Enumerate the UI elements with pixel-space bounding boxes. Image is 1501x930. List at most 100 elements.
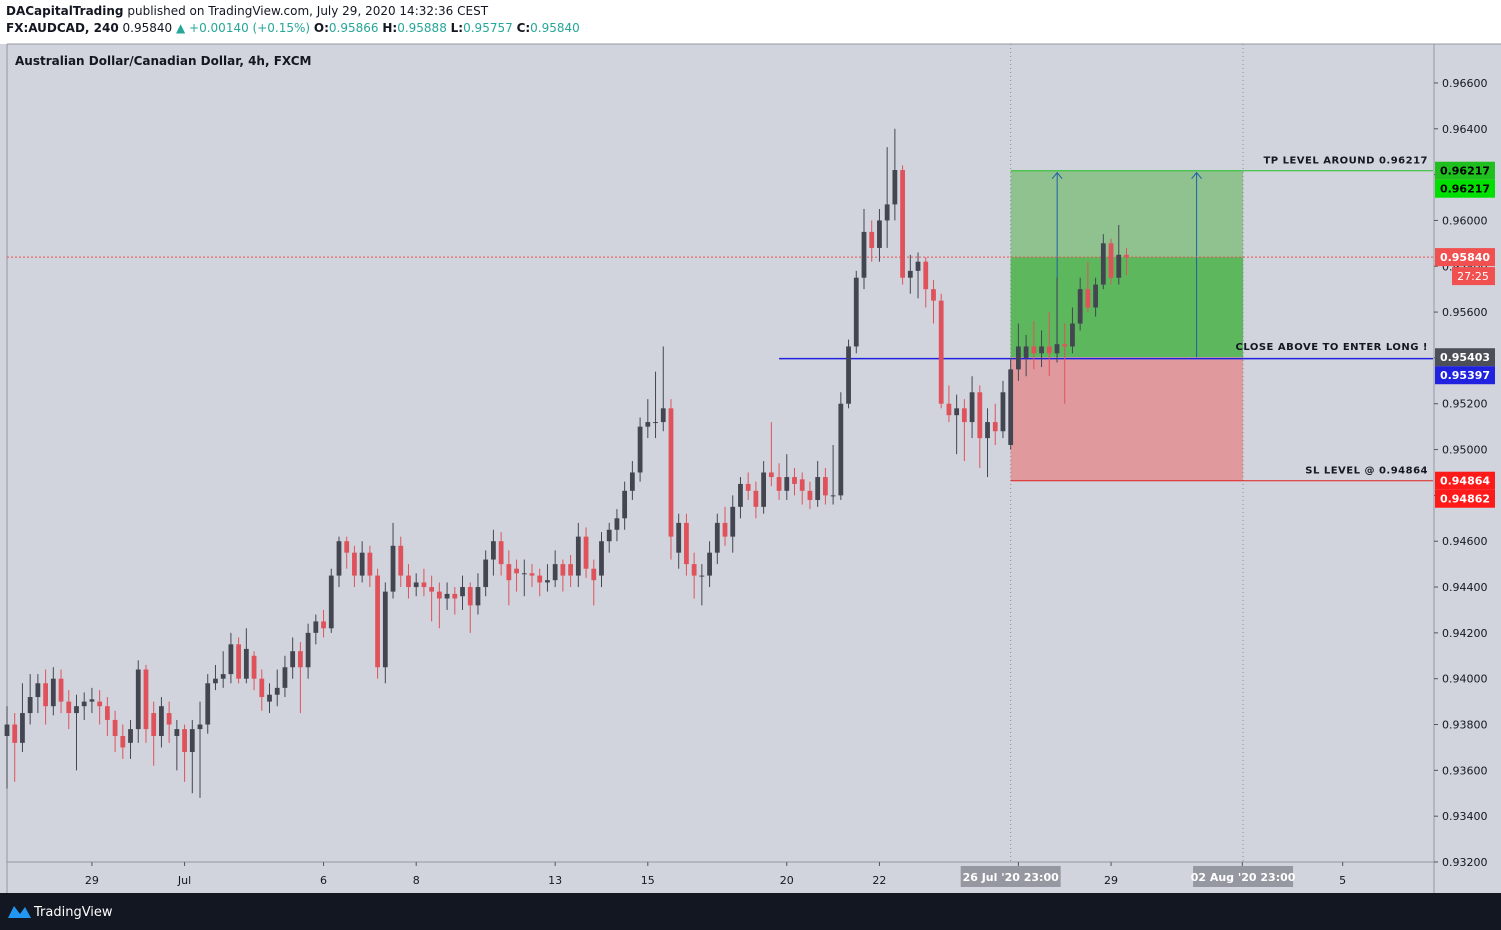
h-label: H: <box>382 21 398 35</box>
candle-body <box>97 701 103 707</box>
candle-body <box>568 564 573 576</box>
candle-body <box>637 426 643 473</box>
candle-body <box>583 536 589 569</box>
candle-body <box>869 231 875 248</box>
ohlc-line: FX:AUDCAD, 240 0.95840 ▲ +0.00140 (+0.15… <box>6 21 580 35</box>
candle-body <box>830 495 836 497</box>
candle-body <box>174 729 180 736</box>
price-label: 0.95403 <box>1440 351 1490 364</box>
candle-body <box>1031 346 1037 354</box>
candle-body <box>1093 284 1099 308</box>
y-tick-label: 0.93600 <box>1442 764 1488 777</box>
candle-body <box>452 593 458 599</box>
measure-arrow-head <box>1191 171 1202 180</box>
candle-body <box>645 422 651 427</box>
price-label: 0.95397 <box>1440 369 1490 382</box>
x-tick-label: 20 <box>780 874 794 887</box>
footer-brand: TradingView <box>33 905 113 920</box>
candle-body <box>27 697 33 714</box>
y-tick-label: 0.94600 <box>1442 535 1488 548</box>
candle-body <box>282 667 288 688</box>
candle-body <box>367 552 373 576</box>
symbol: FX:AUDCAD, 240 <box>6 21 119 35</box>
chart-title: Australian Dollar/Canadian Dollar, 4h, F… <box>15 54 311 68</box>
candle-body <box>406 575 411 588</box>
measure-arrow-head <box>1051 171 1063 180</box>
candle-body <box>135 669 141 730</box>
chart-bg <box>0 44 1501 893</box>
price-label: 0.96217 <box>1440 183 1490 196</box>
candle-body <box>491 541 496 560</box>
candle-body <box>236 644 242 679</box>
x-tick-label: 13 <box>548 874 562 887</box>
candle-body <box>691 564 697 576</box>
candle-body <box>429 587 435 592</box>
candle-body <box>807 490 813 500</box>
candle-body <box>575 536 581 576</box>
candle-body <box>375 575 380 668</box>
candle-body <box>205 683 211 725</box>
candle-body <box>328 575 334 629</box>
candle-body <box>1070 323 1075 347</box>
candle-body <box>668 408 674 537</box>
change: ▲ +0.00140 (+0.15%) <box>176 21 311 35</box>
y-tick-label: 0.95000 <box>1442 444 1488 457</box>
y-tick-label: 0.94000 <box>1442 673 1488 686</box>
price-label: 0.94862 <box>1440 493 1490 506</box>
candle-body <box>197 724 203 730</box>
candle-body <box>753 490 759 507</box>
level-note: CLOSE ABOVE TO ENTER LONG ! <box>1236 342 1429 353</box>
candle-body <box>552 564 558 581</box>
candle-body <box>1000 392 1006 432</box>
candle-body <box>104 706 110 720</box>
candle-body <box>915 261 921 271</box>
candle-body <box>954 408 960 416</box>
candle-body <box>784 477 790 491</box>
candle-body <box>846 346 851 404</box>
candle-body <box>213 678 218 684</box>
last: 0.95840 <box>122 21 173 35</box>
candle-body <box>321 621 326 629</box>
candle-body <box>1116 254 1122 278</box>
y-tick-label: 0.94400 <box>1442 581 1488 594</box>
candle-body <box>977 392 983 439</box>
range-date-label: 26 Jul '20 23:00 <box>963 871 1060 884</box>
y-tick-label: 0.95600 <box>1442 306 1488 319</box>
candle-body <box>560 564 566 576</box>
candle-body <box>738 483 743 507</box>
candle-body <box>421 582 427 588</box>
range-date-box <box>1193 866 1294 887</box>
candle-body <box>1108 243 1114 278</box>
y-tick-label: 0.93800 <box>1442 719 1488 732</box>
candle-body <box>159 706 164 736</box>
candle-body <box>290 651 296 668</box>
candle-body <box>529 573 535 576</box>
candle-body <box>58 678 64 702</box>
x-tick-label: 6 <box>320 874 327 887</box>
candle-body <box>1016 346 1021 370</box>
candle-body <box>931 289 936 301</box>
candle-body <box>35 683 41 698</box>
candle-body <box>189 729 195 753</box>
candle-body <box>297 651 303 668</box>
candle-body <box>483 559 489 588</box>
y-tick-label: 0.96600 <box>1442 77 1488 90</box>
candle-body <box>444 593 450 599</box>
x-tick-label: 15 <box>641 874 655 887</box>
price-label-box <box>1435 348 1495 367</box>
l: 0.95757 <box>463 21 513 35</box>
candle-body <box>776 477 782 491</box>
candle-body <box>313 621 319 633</box>
candle-body <box>498 541 504 565</box>
l-label: L: <box>450 21 464 35</box>
candle-body <box>969 392 975 423</box>
candle-body <box>251 655 257 679</box>
candle-body <box>50 678 56 707</box>
candle-body <box>938 300 944 404</box>
candle-body <box>730 506 736 537</box>
candle-body <box>907 270 913 278</box>
range-date-label: 02 Aug '20 23:00 <box>1191 871 1296 884</box>
candle-body <box>745 483 751 491</box>
